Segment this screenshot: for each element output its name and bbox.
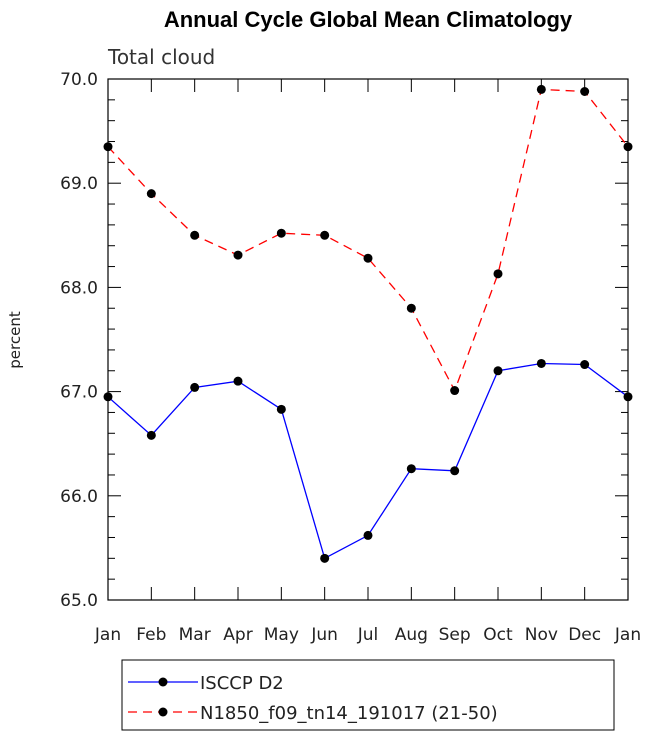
x-tick-labels: Jan Feb Mar Apr May Jun Jul Aug Sep Oct Nov Dec Jan [94, 625, 641, 645]
data-point [190, 230, 200, 240]
series-line-0 [107, 362, 629, 560]
data-point [190, 382, 200, 392]
data-point [536, 358, 546, 368]
data-point [450, 466, 460, 476]
chart-title: Annual Cycle Global Mean Climatology [164, 7, 573, 32]
y-tick-label: 67.0 [60, 383, 98, 403]
data-point [406, 303, 416, 313]
data-point [363, 253, 373, 263]
series-line-1 [107, 88, 629, 393]
data-point [146, 430, 156, 440]
y-tick-label: 70.0 [60, 70, 98, 90]
x-tick-label: Jan [614, 625, 641, 645]
y-axis-label: percent [6, 311, 24, 369]
x-tick-label: Mar [179, 625, 211, 645]
data-point [320, 230, 330, 240]
data-point [363, 530, 373, 540]
axis-ticks [107, 78, 629, 601]
x-tick-label: Dec [568, 625, 601, 645]
x-tick-label: Sep [439, 625, 471, 645]
data-point [493, 269, 503, 279]
legend-marker [158, 677, 168, 687]
x-tick-label: Aug [395, 625, 428, 645]
data-point [580, 87, 590, 97]
x-tick-label: Jan [94, 625, 121, 645]
data-point [536, 84, 546, 94]
x-tick-label: Oct [483, 625, 513, 645]
legend-box [121, 659, 615, 731]
x-tick-label: Apr [223, 625, 252, 645]
data-point [146, 189, 156, 199]
data-point [623, 392, 633, 402]
data-point [320, 553, 330, 563]
data-point [233, 250, 243, 260]
data-point [623, 142, 633, 152]
y-tick-label: 68.0 [60, 278, 98, 298]
x-tick-label: Jun [310, 625, 338, 645]
data-point [276, 228, 286, 238]
x-tick-label: Nov [525, 625, 558, 645]
y-tick-label: 69.0 [60, 174, 98, 194]
legend-label-1: N1850_f09_tn14_191017 (21-50) [200, 703, 498, 724]
series-group [103, 84, 633, 563]
x-tick-label: Jul [357, 625, 379, 645]
data-point [233, 376, 243, 386]
plot-frame [107, 78, 629, 601]
data-point [450, 386, 460, 396]
x-tick-label: Feb [136, 625, 166, 645]
y-tick-labels: 65.0 66.0 67.0 68.0 69.0 70.0 [60, 70, 98, 611]
y-tick-label: 65.0 [60, 591, 98, 611]
data-point [103, 142, 113, 152]
chart-subtitle: Total cloud [107, 45, 215, 69]
y-tick-label: 66.0 [60, 487, 98, 507]
legend-label-0: ISCCP D2 [200, 673, 284, 694]
data-point [493, 366, 503, 376]
legend-marker [158, 707, 168, 717]
x-tick-label: May [264, 625, 299, 645]
data-point [406, 464, 416, 474]
legend: ISCCP D2 N1850_f09_tn14_191017 (21-50) [121, 659, 615, 731]
data-point [276, 404, 286, 414]
data-point [103, 392, 113, 402]
data-point [580, 360, 590, 370]
